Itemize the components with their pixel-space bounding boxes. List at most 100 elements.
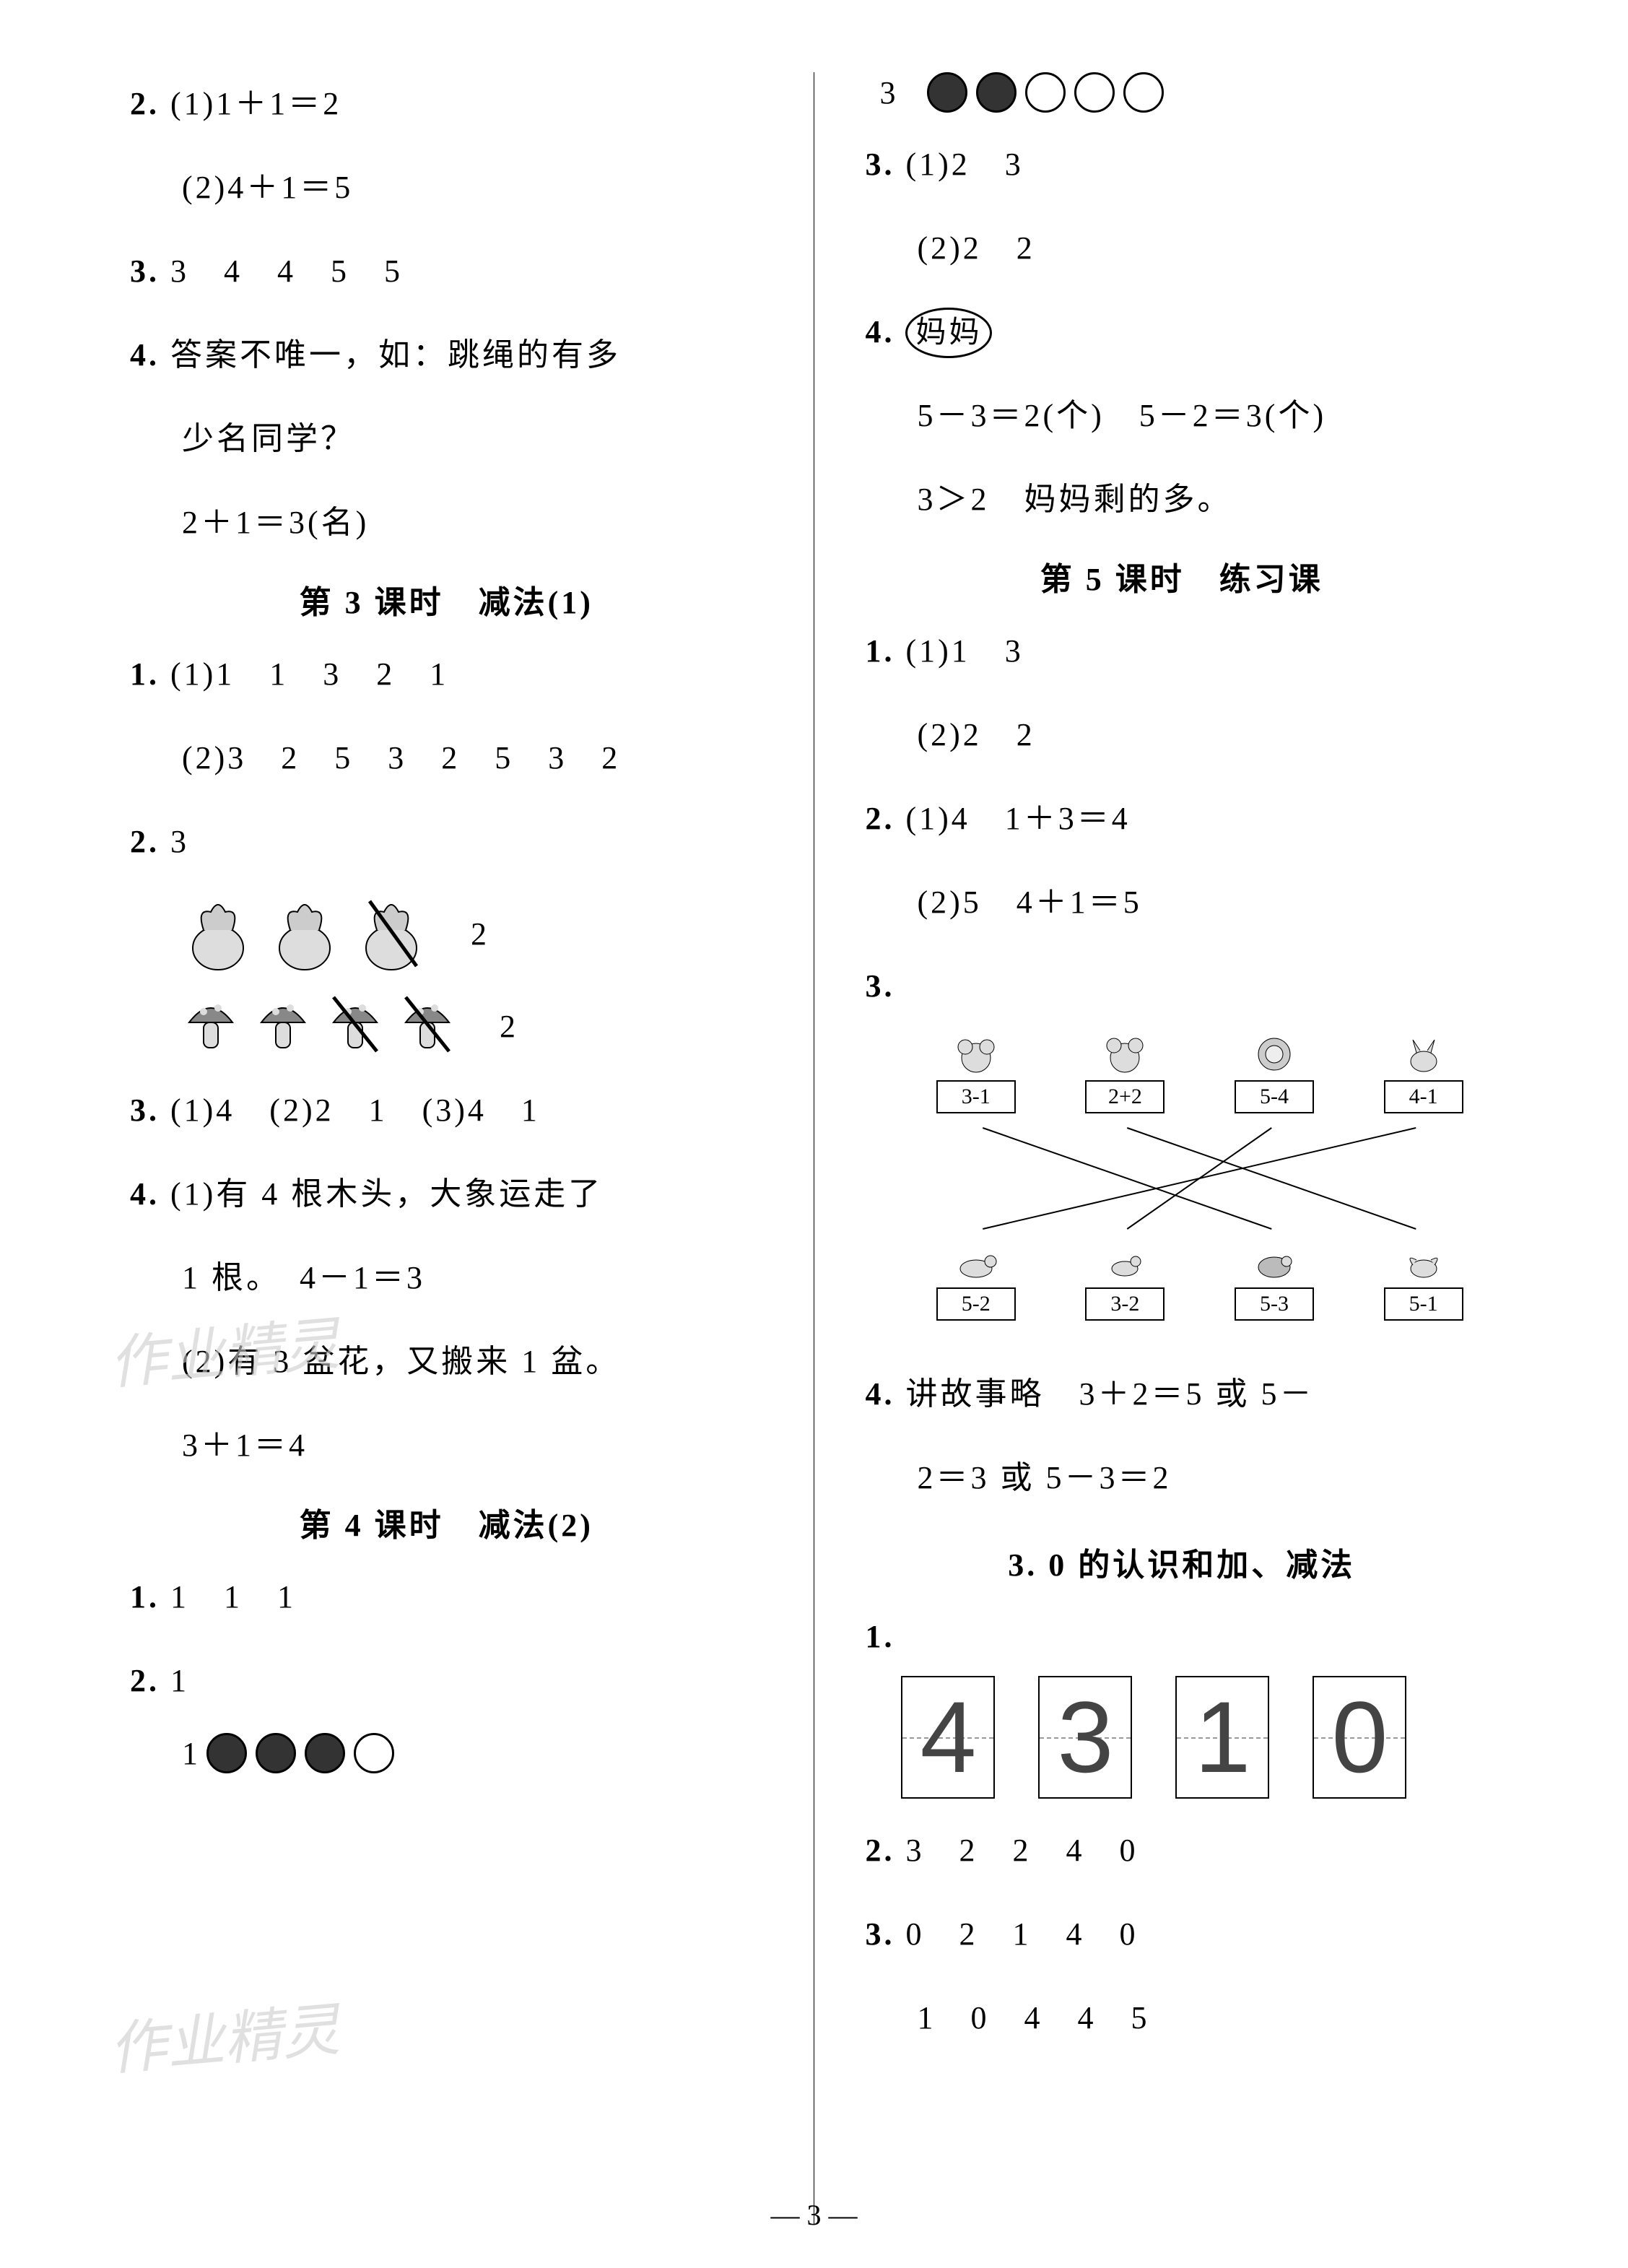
column-divider xyxy=(814,72,815,2225)
answer-line: 3. (1)4 (2)2 1 (3)4 1 xyxy=(130,1079,763,1142)
page-number: — 3 — xyxy=(0,2198,1628,2232)
answer-line: 少名同学？ xyxy=(130,407,763,471)
answer-line: 4. 答案不唯一，如：跳绳的有多 xyxy=(130,323,763,387)
q-number: 2. xyxy=(130,1663,160,1698)
match-label: 5-2 xyxy=(936,1287,1016,1321)
animal-icon xyxy=(1398,1033,1449,1076)
lesson-heading: 第 5 课时 练习课 xyxy=(865,553,1498,599)
match-label: 5-3 xyxy=(1235,1287,1314,1321)
q-number: 2. xyxy=(865,801,894,836)
match-cell: 5-1 xyxy=(1359,1240,1489,1321)
dots-row-right: 3 xyxy=(865,72,1498,113)
row-prefix: 3 xyxy=(879,74,895,111)
answer-line: 1 0 4 4 5 xyxy=(865,1986,1498,2050)
answer-text: 1 1 1 xyxy=(170,1579,296,1615)
cabbage-icon xyxy=(182,894,254,973)
match-label: 4-1 xyxy=(1384,1080,1463,1113)
answer-line: 2. (1)1＋1＝2 xyxy=(130,72,763,136)
answer-line: 1. (1)1 1 3 2 1 xyxy=(130,643,763,706)
match-cell: 2+2 xyxy=(1060,1033,1190,1113)
answer-line: 2. 1 xyxy=(130,1649,763,1713)
answer-line: (2)2 2 xyxy=(865,217,1498,280)
answer-text: 5－3＝2(个) 5－2＝3(个) xyxy=(917,398,1326,433)
trace-box: 0 xyxy=(1313,1676,1406,1799)
animal-icon xyxy=(1398,1240,1449,1283)
mushroom-row: 2 xyxy=(130,994,763,1059)
answer-text: (2)2 2 xyxy=(917,230,1035,266)
answer-line: 4. (1)有 4 根木头，大象运走了 xyxy=(130,1163,763,1226)
match-bottom-row: 5-2 3-2 5-3 5-1 xyxy=(901,1240,1498,1321)
answer-text: (1)2 3 xyxy=(905,147,1023,182)
q-number: 1. xyxy=(130,656,160,692)
dot-filled-icon xyxy=(927,72,967,113)
answer-text: 3 4 4 5 5 xyxy=(170,253,403,289)
match-cell: 3-1 xyxy=(911,1033,1041,1113)
q-number: 3. xyxy=(130,1092,160,1128)
answer-line: (2)3 2 5 3 2 5 3 2 xyxy=(130,726,763,790)
cabbage-row: 2 xyxy=(130,894,763,973)
trace-digit: 4 xyxy=(920,1679,977,1796)
answer-text: (2)2 2 xyxy=(917,717,1035,752)
answer-text: (1)4 1＋3＝4 xyxy=(905,801,1130,836)
veg-count: 2 xyxy=(500,1008,515,1045)
q-number: 3. xyxy=(865,1916,894,1952)
lesson-heading: 第 4 课时 减法(2) xyxy=(130,1499,763,1545)
q-number: 1. xyxy=(865,633,894,669)
dot-empty-icon xyxy=(1074,72,1115,113)
section-heading: 3. 0 的认识和加、减法 xyxy=(865,1539,1498,1585)
match-cell: 5-2 xyxy=(911,1240,1041,1321)
trace-row: 4 3 1 0 xyxy=(865,1676,1498,1799)
trace-digit: 0 xyxy=(1332,1679,1388,1796)
answer-text: 3 2 2 4 0 xyxy=(905,1833,1138,1868)
answer-line: (2)2 2 xyxy=(865,703,1498,767)
answer-line: 2. (1)4 1＋3＝4 xyxy=(865,787,1498,851)
match-label: 2+2 xyxy=(1085,1080,1165,1113)
cabbage-icon xyxy=(269,894,341,973)
answer-line: 3. xyxy=(865,955,1498,1018)
answer-line: 1 根。 4－1＝3 xyxy=(130,1246,763,1310)
q-number: 2. xyxy=(130,86,160,121)
match-cell: 4-1 xyxy=(1359,1033,1489,1113)
dot-filled-icon xyxy=(206,1733,247,1773)
mushroom-crossed-icon xyxy=(399,994,456,1059)
trace-digit: 1 xyxy=(1195,1679,1251,1796)
dots-row-left: 1 xyxy=(130,1733,763,1773)
q-number: 4. xyxy=(130,1176,160,1212)
animal-icon xyxy=(1249,1240,1300,1283)
answer-line: 3＞2 妈妈剩的多。 xyxy=(865,468,1498,531)
answer-text: 1 根。 4－1＝3 xyxy=(182,1260,425,1295)
animal-icon xyxy=(951,1033,1001,1076)
answer-line: 4. 妈妈 xyxy=(865,300,1498,364)
answer-line: 2＝3 或 5－3＝2 xyxy=(865,1446,1498,1510)
answer-text: 3 xyxy=(170,824,189,859)
trace-box: 3 xyxy=(1038,1676,1132,1799)
answer-text: 2＝3 或 5－3＝2 xyxy=(917,1460,1171,1495)
answer-text: (2)3 2 5 3 2 5 3 2 xyxy=(182,740,620,775)
dot-empty-icon xyxy=(1123,72,1164,113)
animal-icon xyxy=(1100,1240,1150,1283)
answer-line: 3. (1)2 3 xyxy=(865,133,1498,196)
row-prefix: 1 xyxy=(182,1735,198,1772)
q-number: 1. xyxy=(865,1619,894,1654)
lesson-heading: 第 3 课时 减法(1) xyxy=(130,576,763,622)
mushroom-icon xyxy=(254,994,312,1059)
page-container: 2. (1)1＋1＝2 (2)4＋1＝5 3. 3 4 4 5 5 4. 答案不… xyxy=(0,0,1628,2268)
animal-icon xyxy=(1100,1033,1150,1076)
match-cell: 5-3 xyxy=(1209,1240,1339,1321)
dot-filled-icon xyxy=(256,1733,296,1773)
q-number: 3. xyxy=(130,253,160,289)
answer-text: 讲故事略 3＋2＝5 或 5－ xyxy=(905,1376,1314,1412)
right-column: 3 3. (1)2 3 (2)2 2 4. 妈妈 5－3＝2(个) 5－2＝3(… xyxy=(822,72,1527,2225)
answer-line: 5－3＝2(个) 5－2＝3(个) xyxy=(865,384,1498,448)
match-cell: 5-4 xyxy=(1209,1033,1339,1113)
matching-diagram: 3-1 2+2 5-4 4-1 xyxy=(865,1025,1498,1342)
answer-line: 2. 3 2 2 4 0 xyxy=(865,1819,1498,1882)
match-cell: 3-2 xyxy=(1060,1240,1190,1321)
q-number: 3. xyxy=(865,147,894,182)
answer-text: (1)4 (2)2 1 (3)4 1 xyxy=(170,1092,540,1128)
answer-text: (2)4＋1＝5 xyxy=(182,170,353,205)
answer-line: (2)4＋1＝5 xyxy=(130,156,763,220)
animal-icon xyxy=(1249,1033,1300,1076)
cabbage-crossed-icon xyxy=(355,894,427,973)
answer-text: 3＋1＝4 xyxy=(182,1428,308,1463)
